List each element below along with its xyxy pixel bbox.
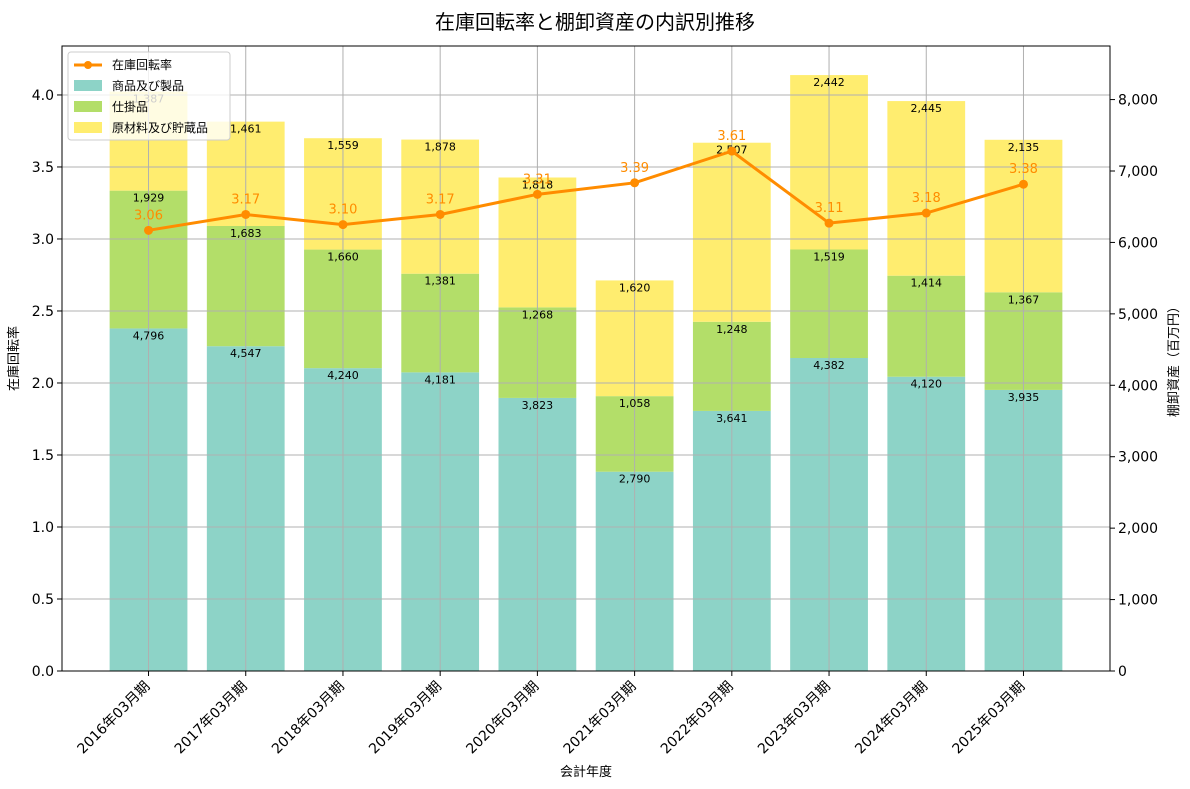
line-point [630,178,640,188]
bar-value-label: 2,135 [1008,141,1040,154]
bar-value-label: 4,382 [813,359,845,372]
bar-value-label: 1,559 [327,139,359,152]
x-tick-label: 2016年03月期 [75,679,154,758]
legend-marker [84,61,92,69]
y-axis-label-right: 棚卸資産（百万円） [1166,300,1182,417]
bar-value-label: 1,878 [424,141,456,154]
bar-value-label: 1,683 [230,227,262,240]
right-tick-label: 7,000 [1118,164,1158,180]
bar-value-label: 1,929 [133,192,165,205]
bar-value-label: 3,641 [716,412,748,425]
bar-value-label: 4,547 [230,347,262,360]
x-tick-label: 2019年03月期 [366,679,445,758]
line-value-label: 3.06 [134,208,163,223]
left-tick-label: 4.0 [32,88,54,104]
bar-value-label: 1,381 [424,275,456,288]
legend-box [67,51,231,141]
bar-value-label: 3,823 [522,399,554,412]
legend-swatch [74,101,102,112]
bar-value-label: 1,058 [619,397,651,410]
bar-value-label: 1,620 [619,281,651,294]
bar-value-label: 1,660 [327,251,359,264]
bar-value-label: 4,120 [911,378,943,391]
x-axis-label: 会計年度 [560,764,612,780]
line-point [1018,179,1028,189]
bar-value-label: 1,414 [911,277,943,290]
legend-label: 仕掛品 [112,99,148,114]
bar-value-label: 1,461 [230,123,262,136]
bar-value-label: 1,519 [813,251,845,264]
bar-value-label: 1,367 [1008,293,1040,306]
line-series-path [148,149,1024,232]
x-tick-label: 2020年03月期 [463,679,542,758]
right-tick-label: 6,000 [1118,235,1158,251]
legend-label: 原材料及び貯蔵品 [112,121,208,135]
plot-frame [61,45,1111,672]
x-tick-label: 2022年03月期 [658,679,737,758]
chart-title: 在庫回転率と棚卸資産の内訳別推移 [435,10,755,34]
line-point [727,146,737,156]
line-value-label: 3.17 [231,192,260,207]
left-tick-label: 0.0 [32,664,54,680]
bar-value-label: 3,935 [1008,391,1040,404]
line-value-label: 3.17 [426,192,455,207]
line-value-label: 3.31 [523,172,552,187]
y-axis-label-left: 在庫回転率 [6,326,22,391]
left-tick-label: 0.5 [32,592,54,608]
right-tick-label: 0 [1118,664,1127,680]
line-point [921,208,931,218]
line-value-label: 3.61 [717,129,746,144]
line-value-label: 3.38 [1009,162,1038,177]
right-tick-label: 8,000 [1118,93,1158,109]
left-tick-label: 1.5 [32,448,54,464]
legend-label: 在庫回転率 [112,57,172,72]
left-tick-label: 2.5 [32,304,54,320]
bar-value-label: 4,181 [424,373,456,386]
line-point [144,225,154,235]
bar-value-label: 4,240 [327,369,359,382]
left-tick-label: 2.0 [32,376,54,392]
line-point [338,220,348,230]
x-tick-label: 2025年03月期 [949,679,1028,758]
x-tick-label: 2023年03月期 [755,679,834,758]
line-point [241,209,251,219]
line-value-label: 3.18 [912,191,941,206]
bar-value-label: 4,796 [133,329,165,342]
right-tick-label: 3,000 [1118,450,1158,466]
x-tick-label: 2024年03月期 [852,679,931,758]
bar-value-label: 2,445 [911,102,943,115]
line-point [532,189,542,199]
line-value-label: 3.10 [328,203,357,218]
legend-swatch [74,122,102,133]
bar-value-label: 1,818 [522,179,554,192]
x-tick-label: 2021年03月期 [561,679,640,758]
right-tick-label: 1,000 [1118,593,1158,609]
line-point [824,218,834,228]
line-value-label: 3.11 [815,201,844,216]
bar-value-label: 2,790 [619,473,651,486]
left-tick-label: 1.0 [32,520,54,536]
right-tick-label: 5,000 [1118,307,1158,323]
line-value-label: 3.39 [620,161,649,176]
x-tick-label: 2018年03月期 [269,679,348,758]
bar-value-label: 2,442 [813,76,845,89]
legend-label: 商品及び製品 [112,78,184,93]
x-tick-label: 2017年03月期 [172,679,251,758]
left-tick-label: 3.5 [32,160,54,176]
bar-value-label: 1,248 [716,323,748,336]
legend-swatch [74,80,102,91]
right-tick-label: 4,000 [1118,378,1158,394]
left-tick-label: 3.0 [32,232,54,248]
line-point [435,209,445,219]
bar-value-label: 1,268 [522,308,554,321]
right-tick-label: 2,000 [1118,521,1158,537]
